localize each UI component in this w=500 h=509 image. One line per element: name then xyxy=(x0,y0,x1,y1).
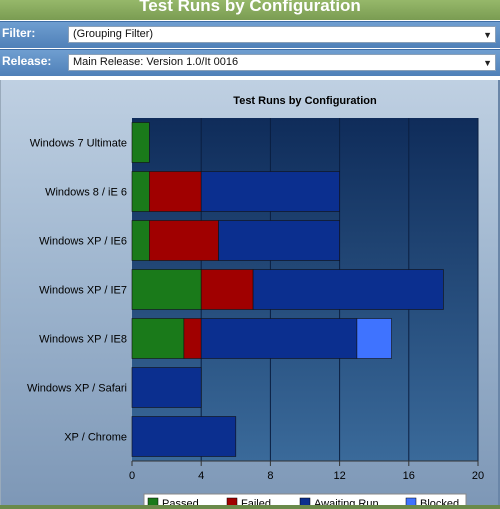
bar-passed xyxy=(131,269,202,310)
bars xyxy=(131,122,444,457)
chart-title: Test Runs by Configuration xyxy=(233,95,377,107)
x-tick-label: 16 xyxy=(403,470,415,482)
chevron-down-icon: ▼ xyxy=(483,30,492,40)
bar-passed xyxy=(131,318,185,359)
category-label: Windows XP / IE8 xyxy=(39,334,127,346)
release-select[interactable]: Main Release: Version 1.0/It 0016 ▼ xyxy=(68,54,496,71)
x-tick-label: 8 xyxy=(267,470,273,482)
x-tick-label: 20 xyxy=(472,470,484,482)
release-value: Main Release: Version 1.0/It 0016 xyxy=(73,56,239,68)
chart-panel: Test Runs by Configuration Windows 7 Ult… xyxy=(0,80,500,509)
bar-awaiting-run xyxy=(131,367,202,408)
bar-passed xyxy=(131,220,150,261)
bar-failed xyxy=(183,318,202,359)
bar-failed xyxy=(149,220,219,261)
category-label: Windows XP / IE6 xyxy=(39,236,127,248)
grouping-filter-select[interactable]: (Grouping Filter) ▼ xyxy=(68,26,496,43)
stacked-bar-chart: Test Runs by Configuration Windows 7 Ult… xyxy=(27,95,484,509)
bar-awaiting-run xyxy=(131,416,237,457)
release-label: Release: xyxy=(2,54,52,68)
category-labels: Windows 7 Ultimate Windows 8 / iE 6 Window… xyxy=(27,138,127,444)
legend-label: Blocked xyxy=(420,498,459,509)
bar-awaiting-run xyxy=(252,269,444,310)
filter-row: Filter: (Grouping Filter) ▼ xyxy=(0,21,500,48)
bar-awaiting-run xyxy=(218,220,340,261)
legend-label: Failed xyxy=(241,498,271,509)
bar-passed xyxy=(131,122,150,163)
x-tick-label: 12 xyxy=(333,470,345,482)
bar-awaiting-run xyxy=(200,318,358,359)
release-row: Release: Main Release: Version 1.0/It 00… xyxy=(0,49,500,76)
bar-awaiting-run xyxy=(200,171,340,212)
x-tick-labels: 0 4 8 12 16 20 xyxy=(129,461,484,482)
legend-label: Awaiting Run xyxy=(314,498,379,509)
bar-failed xyxy=(200,269,254,310)
x-tick-label: 0 xyxy=(129,470,135,482)
category-label: Windows XP / IE7 xyxy=(39,285,127,297)
chevron-down-icon: ▼ xyxy=(483,58,492,68)
legend-label: Passed xyxy=(162,498,199,509)
bar-failed xyxy=(149,171,202,212)
category-label: Windows 8 / iE 6 xyxy=(45,187,127,199)
bar-passed xyxy=(131,171,150,212)
bar-blocked xyxy=(356,318,392,359)
category-label: XP / Chrome xyxy=(64,432,127,444)
category-label: Windows 7 Ultimate xyxy=(30,138,127,150)
x-tick-label: 4 xyxy=(198,470,204,482)
category-label: Windows XP / Safari xyxy=(27,383,127,395)
page-title: Test Runs by Configuration xyxy=(139,0,361,15)
filter-label: Filter: xyxy=(2,26,36,40)
bottom-strip xyxy=(0,505,500,509)
grouping-filter-value: (Grouping Filter) xyxy=(73,28,154,40)
page-header: Test Runs by Configuration xyxy=(0,0,500,20)
